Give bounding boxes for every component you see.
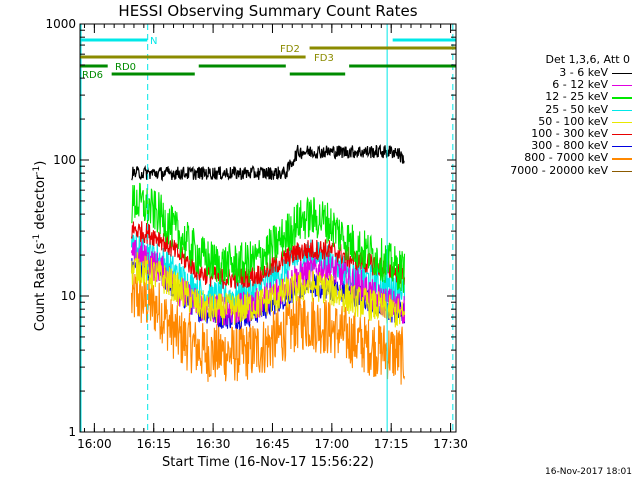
legend-swatch xyxy=(612,170,632,172)
legend-swatch xyxy=(612,146,632,148)
flag-label-fd2: FD2 xyxy=(280,44,300,55)
legend-item: 300 - 800 keV xyxy=(486,140,636,152)
legend-item: 7000 - 20000 keV xyxy=(486,163,636,177)
legend-label: 300 - 800 keV xyxy=(531,139,608,153)
x-axis-label: Start Time (16-Nov-17 15:56:22) xyxy=(162,455,374,470)
plot-frame xyxy=(79,23,457,433)
y-tick-label: 1 xyxy=(68,425,76,439)
y-tick-label: 10 xyxy=(61,289,76,303)
y-axis-label-sup1: -1 xyxy=(31,233,42,243)
flag-label-rd6: RD6 xyxy=(82,70,103,81)
x-tick-label: 16:45 xyxy=(255,437,290,451)
legend-item: 25 - 50 keV xyxy=(486,102,636,116)
series-line-12-25-kev xyxy=(131,182,406,293)
chart-title: HESSI Observing Summary Count Rates xyxy=(118,2,418,20)
x-tick-label: 16:30 xyxy=(196,437,231,451)
legend-label: 50 - 100 keV xyxy=(538,114,608,128)
legend-header: Det 1,3,6, Att 0 xyxy=(545,53,630,66)
legend-item: 3 - 6 keV xyxy=(486,67,636,79)
legend-item: 800 - 7000 keV xyxy=(486,152,636,164)
x-tick-label: 17:15 xyxy=(374,437,409,451)
y-axis-label-end: ) xyxy=(33,160,49,166)
legend-label: 100 - 300 keV xyxy=(531,126,608,140)
legend-label: 7000 - 20000 keV xyxy=(510,163,608,177)
y-axis-label-sup2: -1 xyxy=(31,165,42,175)
legend-label: 25 - 50 keV xyxy=(545,102,608,116)
legend-label: 800 - 7000 keV xyxy=(524,151,608,165)
x-tick-label: 17:00 xyxy=(315,437,350,451)
legend-swatch xyxy=(612,133,632,136)
series-line-100-300-kev xyxy=(130,221,406,289)
x-tick-label: 17:30 xyxy=(433,437,468,451)
legend-label: 3 - 6 keV xyxy=(559,66,608,79)
legend-item: 6 - 12 keV xyxy=(486,79,636,91)
legend-item: 12 - 25 keV xyxy=(486,91,636,103)
legend-label: 12 - 25 keV xyxy=(545,90,608,104)
series-line-800-7000-kev xyxy=(130,270,406,385)
legend-item: 100 - 300 keV xyxy=(486,126,636,140)
legend-swatch xyxy=(612,121,632,124)
legend-swatch xyxy=(612,97,632,99)
x-tick-label: 16:15 xyxy=(136,437,171,451)
legend-swatch xyxy=(612,109,632,111)
flag-label-rd0: RD0 xyxy=(115,62,136,73)
x-tick-label: 16:00 xyxy=(77,437,112,451)
series-line-3-6-kev xyxy=(131,144,405,182)
legend: Det 1,3,6, Att 0 3 - 6 keV 6 - 12 keV 12 -… xyxy=(486,53,636,177)
y-axis-label: Count Rate (s-1 detector-1) xyxy=(32,161,48,332)
legend-swatch xyxy=(612,158,632,160)
y-axis-label-mid: detector xyxy=(33,174,49,234)
y-tick-label: 1000 xyxy=(45,17,76,31)
legend-swatch xyxy=(612,85,632,87)
y-tick-label: 100 xyxy=(53,153,76,167)
legend-item: 50 - 100 keV xyxy=(486,114,636,128)
y-axis-label-main: Count Rate (s xyxy=(33,242,49,332)
legend-label: 6 - 12 keV xyxy=(552,78,608,92)
legend-swatch xyxy=(612,73,632,75)
flag-label-fd3: FD3 xyxy=(314,53,334,64)
series-line-50-100-kev xyxy=(130,252,406,328)
timestamp: 16-Nov-2017 18:01 xyxy=(545,467,632,477)
legend-rows: 3 - 6 keV 6 - 12 keV 12 - 25 keV 25 - 50 ke… xyxy=(486,67,636,177)
flag-label-n: N xyxy=(150,36,157,47)
